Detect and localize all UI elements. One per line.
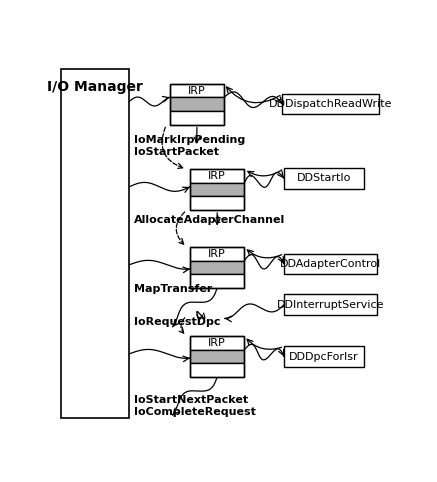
- Text: IRP: IRP: [208, 338, 226, 348]
- Bar: [61, 69, 129, 418]
- Bar: [284, 254, 377, 274]
- Bar: [284, 347, 364, 367]
- Text: IoRequestDpc: IoRequestDpc: [134, 317, 221, 327]
- Text: I/O Manager: I/O Manager: [47, 80, 143, 94]
- Bar: [284, 168, 364, 188]
- Bar: [170, 84, 224, 97]
- Bar: [190, 196, 244, 210]
- Bar: [190, 247, 244, 261]
- Bar: [190, 247, 244, 288]
- Text: IRP: IRP: [208, 171, 226, 181]
- Text: IRP: IRP: [188, 86, 206, 95]
- Text: DDDispatchReadWrite: DDDispatchReadWrite: [269, 99, 392, 109]
- Text: IoMarkIrpPending
IoStartPacket: IoMarkIrpPending IoStartPacket: [134, 135, 246, 157]
- Bar: [190, 336, 244, 377]
- Bar: [190, 261, 244, 274]
- Bar: [190, 336, 244, 350]
- Bar: [190, 350, 244, 363]
- Text: DDInterruptService: DDInterruptService: [277, 300, 385, 309]
- Text: DDDpcForIsr: DDDpcForIsr: [289, 351, 359, 362]
- Bar: [190, 169, 244, 210]
- Bar: [170, 84, 224, 125]
- Text: DDAdapterControl: DDAdapterControl: [280, 259, 381, 269]
- Bar: [282, 94, 379, 114]
- Bar: [190, 274, 244, 288]
- Text: AllocateAdapterChannel: AllocateAdapterChannel: [134, 215, 285, 226]
- Bar: [190, 169, 244, 183]
- Bar: [170, 97, 224, 111]
- Text: IoStartNextPacket
IoCompleteRequest: IoStartNextPacket IoCompleteRequest: [134, 395, 256, 417]
- Bar: [170, 111, 224, 125]
- Bar: [190, 363, 244, 377]
- Text: IRP: IRP: [208, 249, 226, 259]
- Text: MapTransfer: MapTransfer: [134, 284, 212, 294]
- Text: DDStartIo: DDStartIo: [297, 174, 351, 184]
- Bar: [190, 183, 244, 196]
- Bar: [284, 295, 377, 315]
